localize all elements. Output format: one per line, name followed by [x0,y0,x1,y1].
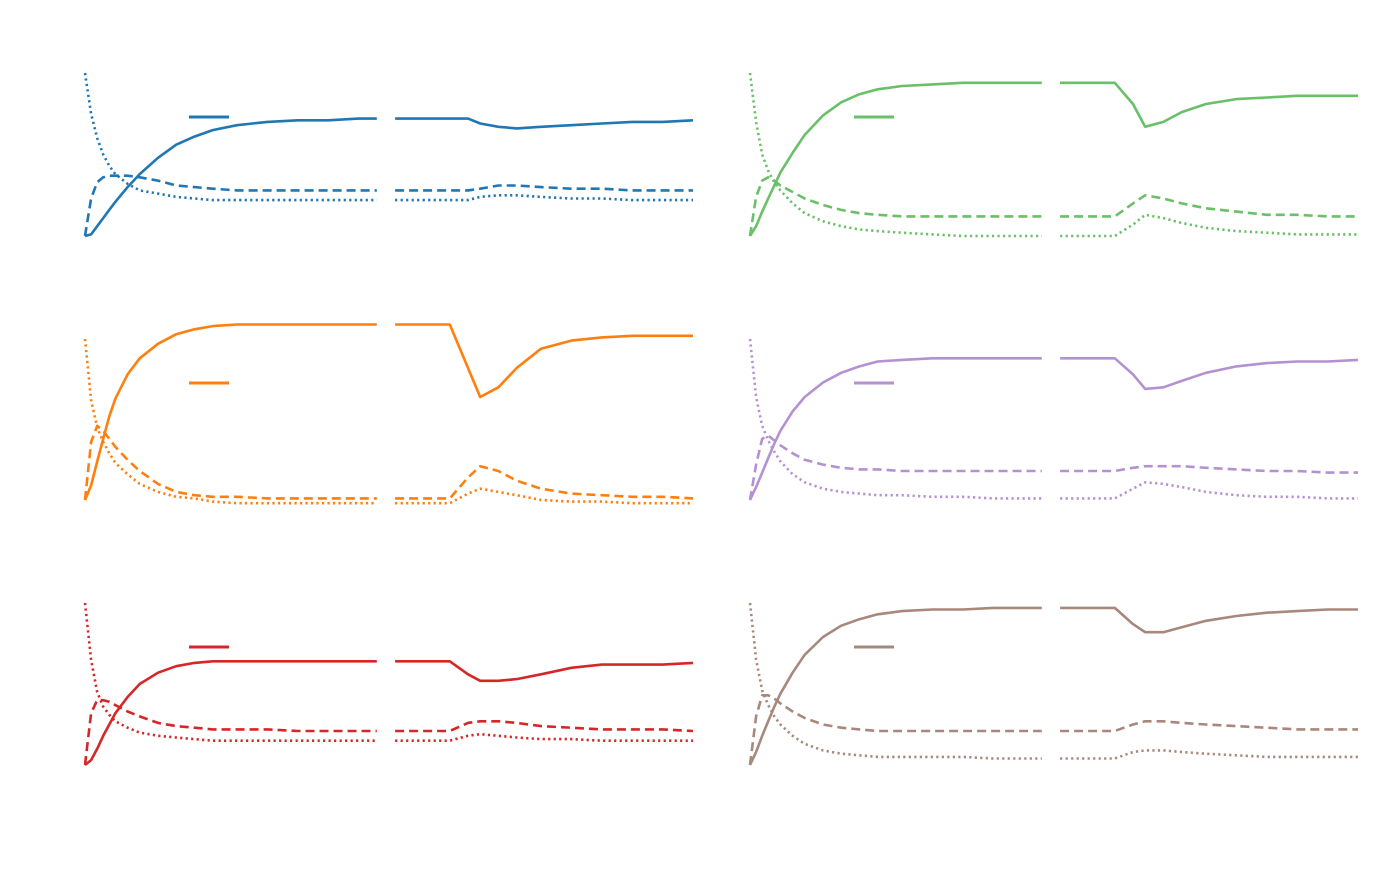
series-solid-line-segment-2 [395,117,694,130]
series-dotted-line-segment-1 [83,338,377,505]
series-solid-line-segment-2 [395,323,693,399]
series-dashed-line-segment-1 [83,424,377,501]
series-dotted-line-segment-2 [1060,480,1358,500]
series-solid-line-segment-1 [748,606,1042,766]
series-dotted-line-segment-2 [395,194,693,202]
panel-top-left [83,72,694,238]
series-dashed-line-segment-1 [748,176,1042,237]
series-dashed-line-segment-2 [1060,719,1358,733]
series-dotted-line-segment-1 [83,72,377,202]
series-solid-line-segment-2 [395,659,694,683]
series-dashed-line-segment-1 [83,174,377,237]
series-dashed-line-segment-1 [748,434,1042,501]
series-dotted-line-segment-1 [748,602,1042,760]
series-solid-line-segment-2 [1060,606,1358,634]
series-solid-line-segment-1 [83,323,377,501]
series-dotted-line-segment-1 [83,602,377,743]
series-dashed-line-segment-2 [395,464,694,500]
panel-middle-left [83,323,694,505]
series-dashed-line-segment-1 [748,693,1042,766]
series-dotted-line-segment-2 [395,487,693,505]
series-dotted-line-segment-2 [1060,213,1358,238]
series-dotted-line-segment-2 [1060,749,1358,760]
series-dotted-line-segment-1 [748,338,1042,500]
series-solid-line-segment-1 [748,356,1042,501]
series-dotted-line-segment-2 [395,732,693,743]
series-dashed-line-segment-2 [395,184,693,192]
series-dotted-line-segment-1 [748,72,1042,238]
series-solid-line-segment-1 [84,659,377,767]
series-dashed-line-segment-2 [1060,464,1358,474]
panel-bottom-left [83,602,694,767]
series-dashed-line-segment-1 [83,698,377,766]
series-solid-line-segment-1 [84,117,377,238]
series-dashed-line-segment-2 [395,719,694,733]
panel-middle-right [748,338,1359,501]
series-solid-line-segment-2 [1060,356,1359,391]
series-solid-line-segment-2 [1060,81,1358,129]
series-solid-line-segment-1 [748,81,1042,237]
panel-bottom-right [748,602,1358,766]
panel-top-right [748,72,1358,238]
series-dashed-line-segment-2 [1060,194,1358,218]
